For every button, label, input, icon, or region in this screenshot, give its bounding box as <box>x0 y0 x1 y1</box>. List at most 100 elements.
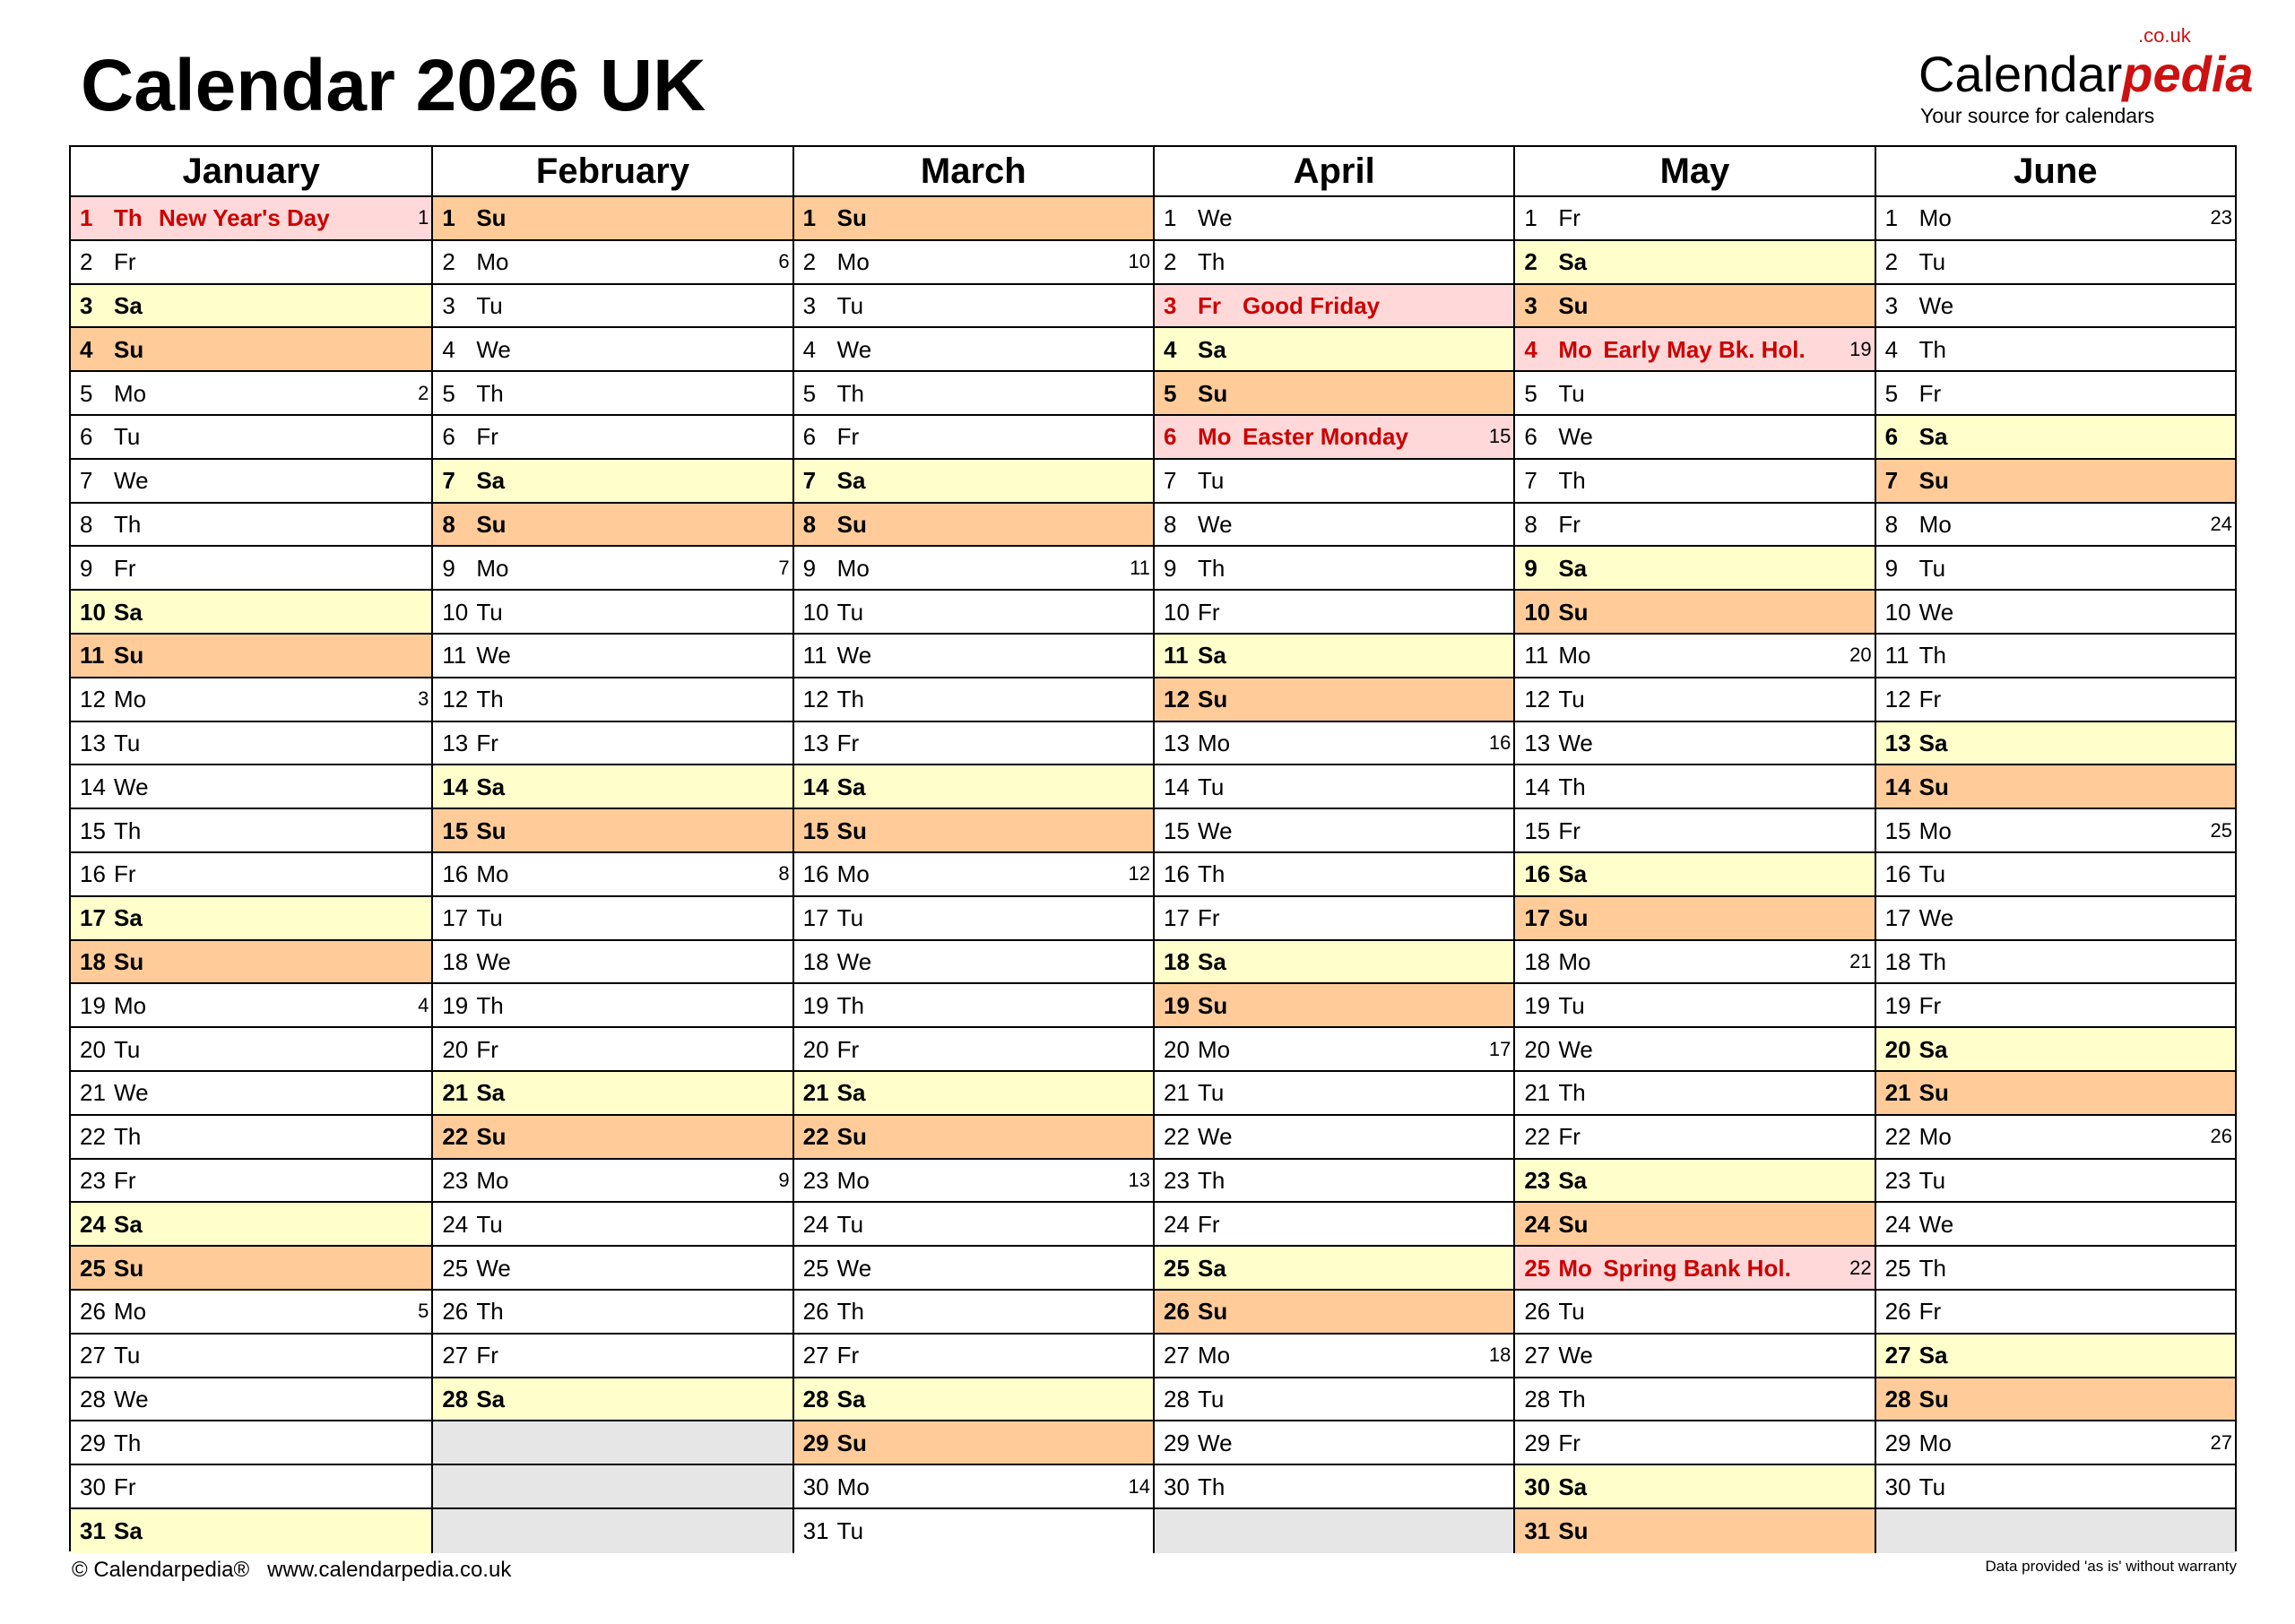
day-number: 30 <box>1884 1473 1911 1500</box>
day-cell: 2 Th <box>1155 240 1514 285</box>
day-number: 26 <box>1164 1298 1190 1326</box>
day-number: 3 <box>80 291 93 319</box>
day-number: 16 <box>1884 860 1911 888</box>
day-cell: 18 Sa <box>1155 940 1514 985</box>
day-cell: 29 Mo 27 <box>1875 1421 2235 1466</box>
weekday: Fr <box>114 860 136 888</box>
day-number: 26 <box>442 1298 469 1326</box>
weekday: Mo <box>836 554 870 582</box>
day-number: 8 <box>1524 510 1537 538</box>
day-cell: 29 We <box>1155 1421 1514 1466</box>
day-cell: 30 Fr <box>71 1465 432 1509</box>
day-number: 10 <box>442 598 469 626</box>
day-cell: 25 Th <box>1875 1247 2235 1291</box>
day-cell: 1 Fr <box>1515 197 1875 241</box>
day-cell: 18 We <box>433 940 792 985</box>
day-cell: 13 Tu <box>71 721 432 766</box>
weekday: Tu <box>836 904 864 932</box>
day-cell: 23 Fr <box>71 1159 432 1204</box>
day-number: 27 <box>442 1342 469 1369</box>
weekday: Sa <box>836 1079 866 1107</box>
day-cell: 9 Mo 11 <box>793 547 1153 592</box>
day-number: 14 <box>1524 773 1551 800</box>
day-number: 12 <box>442 686 469 713</box>
weekday: Su <box>1558 904 1589 932</box>
day-number: 13 <box>1884 729 1911 756</box>
day-number: 18 <box>802 947 829 975</box>
day-cell: 2 Mo 10 <box>793 240 1153 285</box>
day-number: 3 <box>1524 291 1537 319</box>
day-number: 4 <box>1524 335 1537 363</box>
day-cell: 25 Sa <box>1155 1247 1514 1291</box>
weekday: Sa <box>476 467 506 495</box>
day-cell: 17 Sa <box>71 896 432 941</box>
day-cell: 12 Tu <box>1515 678 1875 722</box>
day-cell: 3 Tu <box>433 284 792 329</box>
day-number: 9 <box>802 554 817 582</box>
weekday: Mo <box>836 1166 870 1194</box>
day-number: 12 <box>80 686 106 713</box>
day-number: 4 <box>442 335 455 363</box>
week-number: 7 <box>778 556 790 579</box>
day-number: 5 <box>1884 379 1899 407</box>
day-cell: 28 Su <box>1875 1378 2235 1422</box>
weekday: Fr <box>114 554 136 582</box>
weekday: Fr <box>1918 686 1942 713</box>
day-cell: 12 Th <box>433 678 792 722</box>
day-cell: 24 We <box>1875 1203 2235 1248</box>
day-cell: 12 Mo 3 <box>71 678 432 722</box>
day-cell: 25 Su <box>71 1247 432 1291</box>
day-number: 2 <box>1164 248 1177 276</box>
holiday-name: Spring Bank Hol. <box>1603 1254 1791 1282</box>
weekday: Mo <box>476 1166 509 1194</box>
day-cell: 4 Su <box>71 328 432 373</box>
weekday: Sa <box>1918 423 1948 451</box>
month-column-april: April 1 We 2 Th 3 Fr Good Friday 4 Sa 5 Su 6 Mo Easter… <box>1153 147 1514 1553</box>
week-number: 3 <box>418 687 429 711</box>
day-cell: 2 Mo 6 <box>433 240 792 285</box>
day-cell: 4 Sa <box>1155 328 1514 373</box>
weekday: Fr <box>836 423 860 451</box>
weekday: Sa <box>114 904 143 932</box>
holiday-name: New Year's Day <box>159 204 330 232</box>
day-cell: 16 Fr <box>71 852 432 897</box>
weekday: Tu <box>114 423 141 451</box>
weekday: Tu <box>476 904 503 932</box>
day-cell: 11 We <box>433 634 792 678</box>
day-number: 21 <box>1164 1079 1190 1107</box>
weekday: Mo <box>1198 1035 1231 1063</box>
weekday: Su <box>476 510 507 538</box>
day-number: 25 <box>1524 1254 1551 1282</box>
weekday: Sa <box>1198 335 1226 363</box>
day-number: 19 <box>1524 991 1551 1019</box>
weekday: Mo <box>114 379 147 407</box>
weekday: Tu <box>476 1210 503 1238</box>
weekday: Mo <box>1918 1429 1952 1456</box>
weekday: Th <box>476 991 504 1019</box>
day-number: 24 <box>802 1210 829 1238</box>
week-number: 13 <box>1128 1168 1150 1191</box>
month-column-may: May 1 Fr 2 Sa 3 Su 4 Mo Early May Bk. Hol. 19 5 Tu 6 W… <box>1513 147 1875 1553</box>
week-number: 15 <box>1488 425 1511 448</box>
weekday: Tu <box>1918 1166 1946 1194</box>
weekday: Mo <box>1198 729 1231 756</box>
day-number: 21 <box>802 1079 829 1107</box>
day-cell: 19 Th <box>793 984 1153 1029</box>
empty-cell <box>433 1465 792 1509</box>
day-number: 6 <box>1884 423 1899 451</box>
day-number: 1 <box>802 204 817 232</box>
day-number: 13 <box>802 729 829 756</box>
weekday: Th <box>1198 860 1225 888</box>
weekday: Sa <box>836 467 866 495</box>
weekday: We <box>1558 729 1593 756</box>
day-cell: 28 Sa <box>433 1378 792 1422</box>
week-number: 22 <box>1849 1256 1872 1279</box>
day-number: 14 <box>802 773 829 800</box>
day-number: 22 <box>1524 1123 1551 1151</box>
weekday: Tu <box>1558 379 1585 407</box>
day-cell: 21 Su <box>1875 1071 2235 1116</box>
month-header: March <box>793 147 1153 197</box>
weekday: We <box>1198 204 1233 232</box>
day-cell: 23 Mo 13 <box>793 1159 1153 1204</box>
day-cell: 5 Mo 2 <box>71 372 432 416</box>
